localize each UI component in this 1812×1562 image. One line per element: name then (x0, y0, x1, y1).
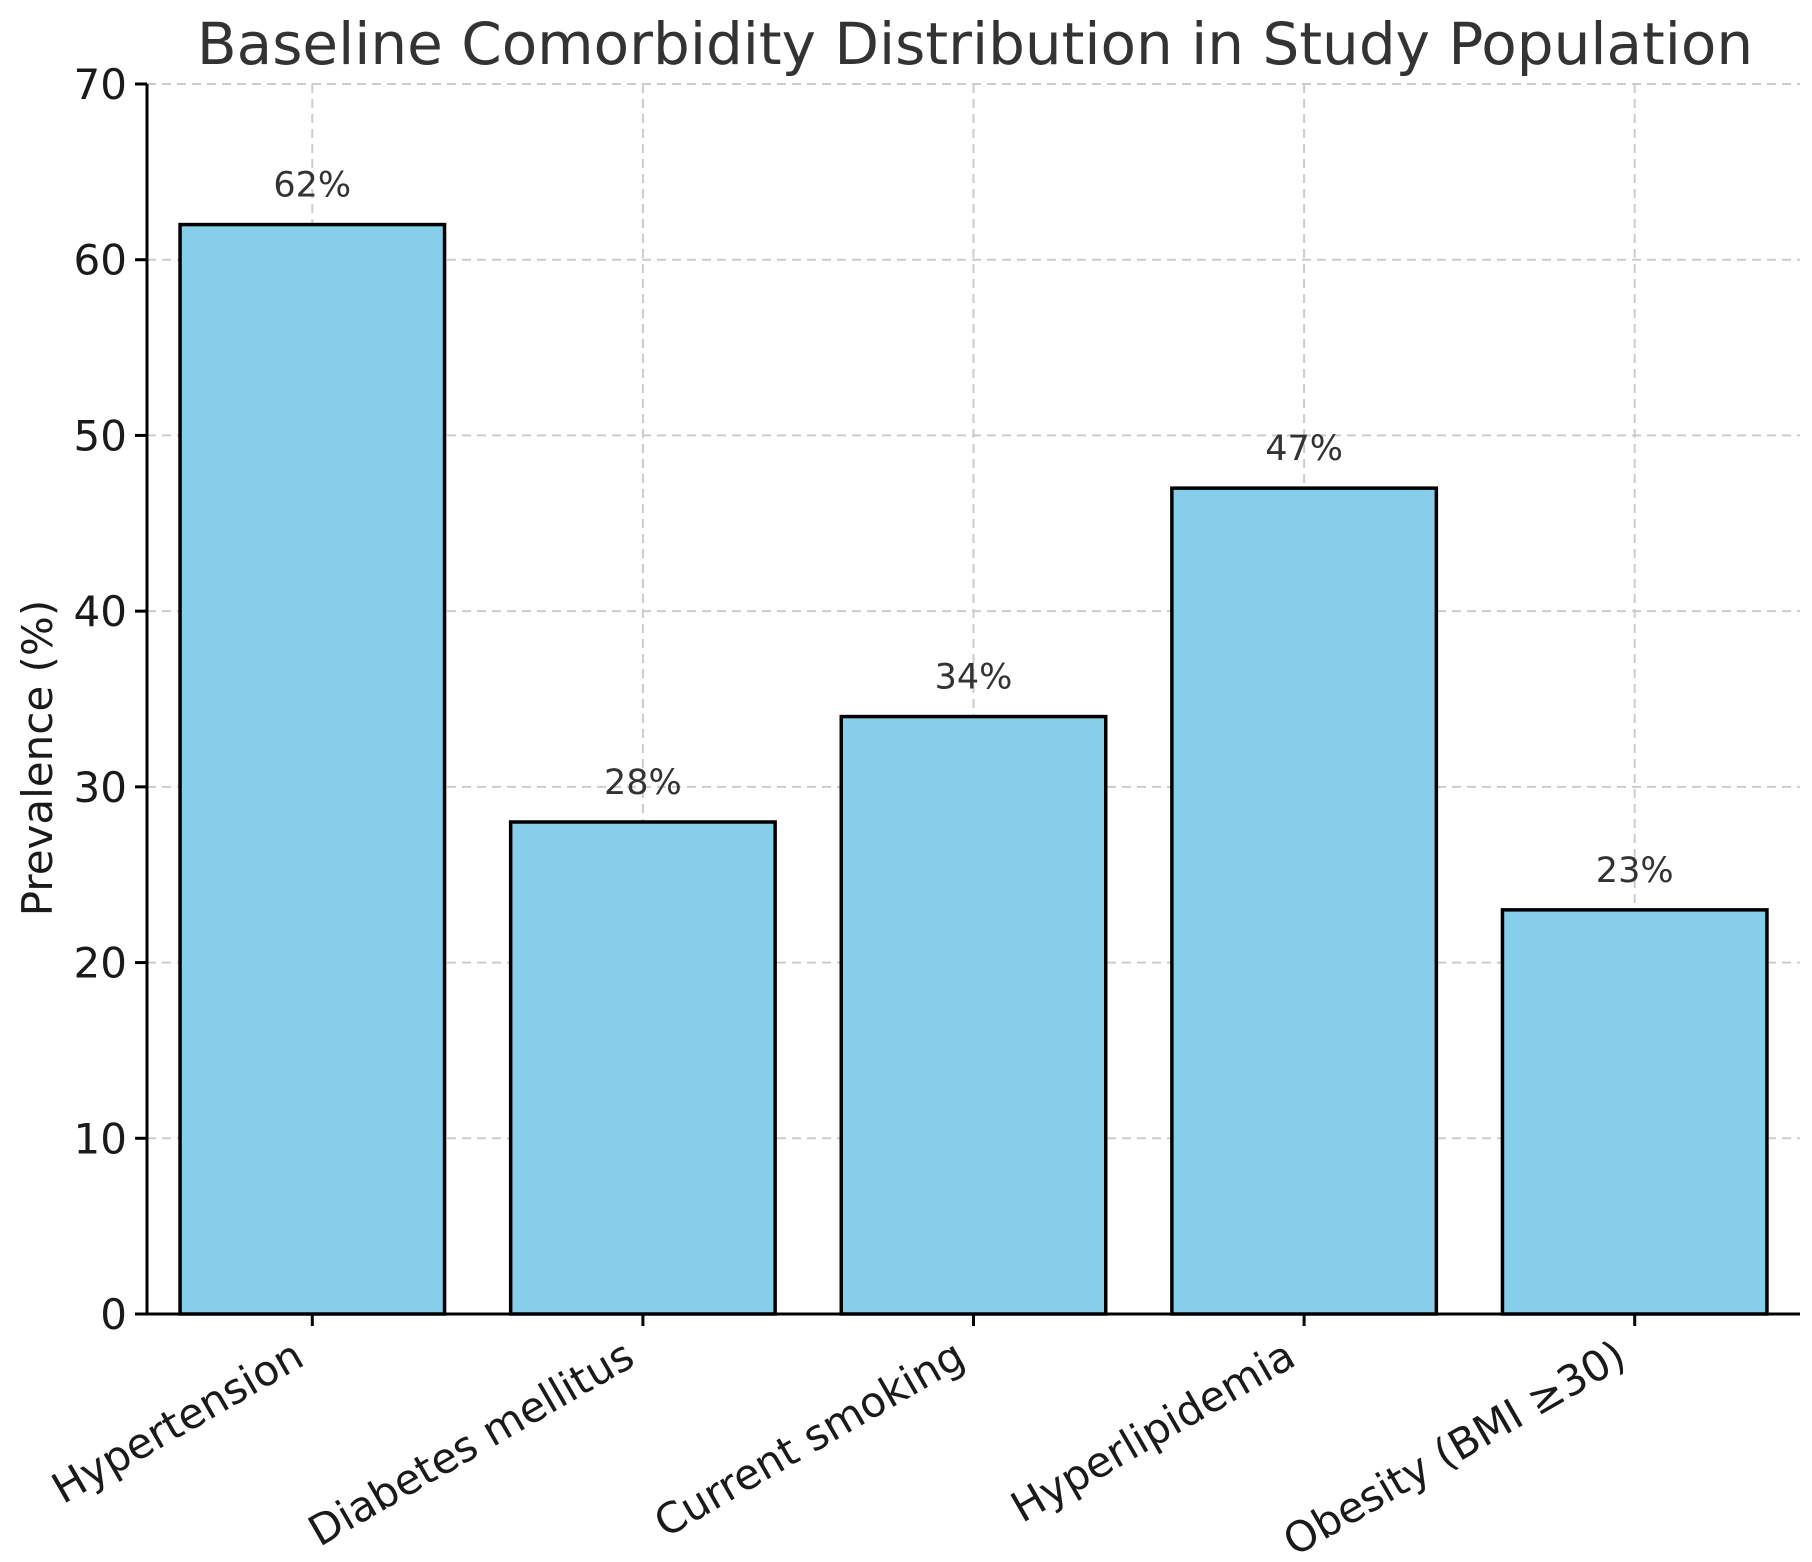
x-tick-label: Obesity (BMI ≥30) (1275, 1330, 1634, 1562)
y-tick-label: 50 (74, 411, 127, 460)
x-tick-label: Diabetes mellitus (300, 1330, 642, 1556)
y-tick-label: 10 (74, 1114, 127, 1163)
bar-value-label: 62% (273, 166, 351, 206)
data-labels: 62% 28% 34% 47% 23% (273, 166, 1673, 891)
y-ticks: 0 10 20 30 40 50 60 70 (74, 60, 147, 1339)
bar-value-label: 23% (1596, 851, 1674, 891)
bar-value-label: 28% (604, 763, 682, 803)
y-tick-label: 0 (100, 1290, 127, 1339)
y-tick-label: 20 (74, 939, 127, 988)
bar (1500, 908, 1769, 1316)
x-tick-label: Hyperlipidemia (1003, 1330, 1304, 1532)
bar (508, 820, 777, 1316)
bar (839, 714, 1108, 1316)
x-tick-label: Hypertension (43, 1330, 311, 1513)
bars (178, 222, 1769, 1316)
y-tick-label: 70 (74, 60, 127, 109)
bar (178, 222, 447, 1316)
bar (1170, 486, 1439, 1316)
chart-title: Baseline Comorbidity Distribution in Stu… (197, 10, 1753, 78)
y-tick-label: 40 (74, 587, 127, 636)
y-axis-label: Prevalence (%) (13, 600, 62, 916)
y-tick-label: 60 (74, 236, 127, 285)
bar-value-label: 47% (1265, 429, 1343, 469)
x-tick-label: Current smoking (646, 1330, 973, 1547)
bar-value-label: 34% (935, 658, 1013, 698)
y-tick-label: 30 (74, 763, 127, 812)
